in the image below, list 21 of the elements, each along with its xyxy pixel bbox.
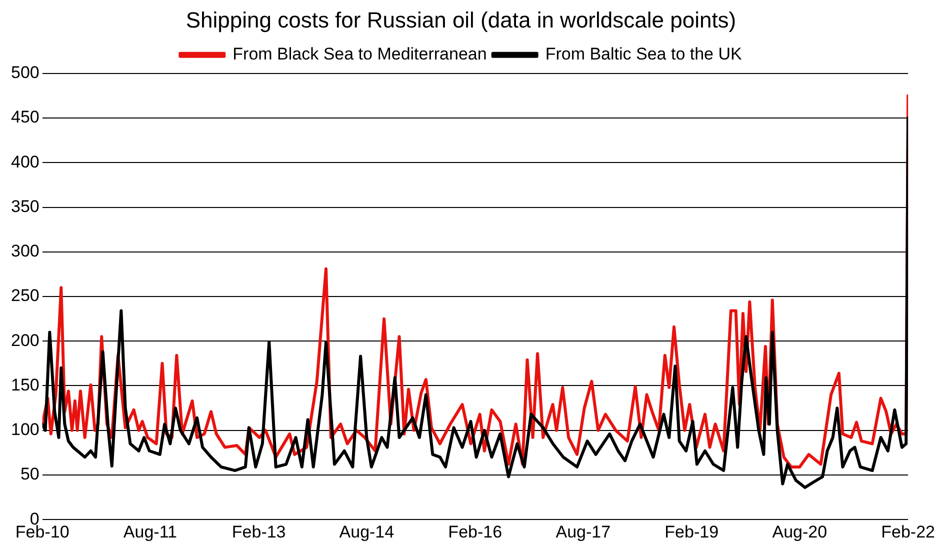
y-tick-label: 250 (10, 286, 40, 306)
y-tick-label: 400 (10, 152, 40, 172)
y-tick-label: 450 (10, 108, 40, 127)
x-tick-label: Feb-13 (232, 522, 286, 542)
y-tick-label: 150 (10, 375, 40, 394)
x-tick-label: Feb-22 (881, 522, 936, 542)
y-tick-label: 500 (10, 63, 40, 82)
y-tick-label: 200 (10, 330, 40, 350)
legend-label: From Black Sea to Mediterranean (232, 44, 487, 64)
x-tick-label: Feb-19 (664, 522, 719, 542)
y-tick-label: 300 (10, 242, 40, 261)
y-tick-label: 50 (20, 464, 40, 484)
x-tick-label: Aug-17 (556, 522, 611, 542)
x-tick-label: Aug-20 (772, 522, 828, 542)
x-tick-label: Aug-14 (339, 522, 394, 542)
legend-label: From Baltic Sea to the UK (545, 44, 743, 64)
y-tick-label: 350 (10, 196, 40, 216)
y-tick-label: 100 (10, 420, 40, 440)
x-tick-label: Feb-16 (448, 522, 502, 542)
x-tick-label: Aug-11 (123, 522, 177, 542)
chart-title: Shipping costs for Russian oil (data in worldscale points) (186, 7, 736, 32)
